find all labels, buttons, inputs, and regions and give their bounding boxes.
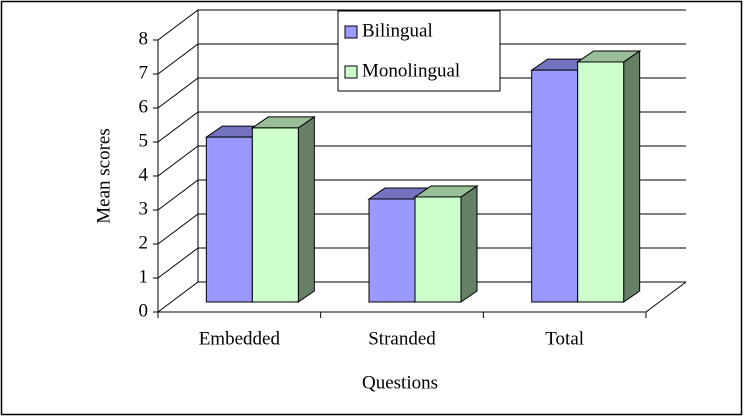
legend-swatch — [344, 65, 358, 79]
bar-side — [623, 50, 641, 303]
x-axis-label: Questions — [362, 372, 438, 393]
floor-right-edge — [645, 281, 687, 313]
plot-area: 0 1 2 3 4 5 6 7 8 Embedded Stranded Total — [139, 9, 687, 349]
grid-line — [157, 247, 686, 279]
grid-line — [157, 9, 686, 41]
grid-line — [157, 145, 686, 177]
grid-line — [157, 111, 686, 143]
bar-side — [297, 115, 315, 303]
bar-front — [414, 196, 462, 303]
bar-side — [460, 184, 478, 303]
y-tick-label: 1 — [139, 266, 149, 287]
bar-front — [368, 198, 416, 303]
grid-line — [157, 77, 686, 109]
grid-line — [157, 213, 686, 245]
legend-label: Bilingual — [362, 20, 433, 41]
grid-line — [157, 281, 686, 313]
y-tick-label: 7 — [139, 62, 149, 83]
y-tick-label: 2 — [139, 232, 149, 253]
grid-line — [157, 179, 686, 211]
bar — [576, 50, 642, 303]
x-tick-label: Embedded — [199, 328, 281, 349]
y-tick-label: 3 — [139, 198, 149, 219]
legend: Bilingual Monolingual — [337, 10, 501, 92]
y-tick-label: 0 — [139, 300, 149, 321]
bar-front — [205, 136, 253, 303]
bar — [250, 115, 316, 303]
y-tick-label: 6 — [139, 96, 149, 117]
y-tick-label: 8 — [139, 28, 149, 49]
y-axis-label: Mean scores — [93, 128, 114, 224]
bar-front — [531, 69, 579, 303]
legend-box — [337, 10, 501, 92]
y-tick-label: 4 — [139, 164, 149, 185]
x-tick-label: Total — [545, 328, 584, 349]
legend-swatch — [344, 25, 358, 39]
y-tick-label: 5 — [139, 130, 149, 151]
bar-front — [251, 127, 299, 303]
legend-label: Monolingual — [362, 60, 460, 81]
bar-front — [577, 61, 625, 303]
bar — [413, 184, 479, 303]
grid-line — [157, 43, 686, 75]
x-tick-label: Stranded — [368, 328, 436, 349]
